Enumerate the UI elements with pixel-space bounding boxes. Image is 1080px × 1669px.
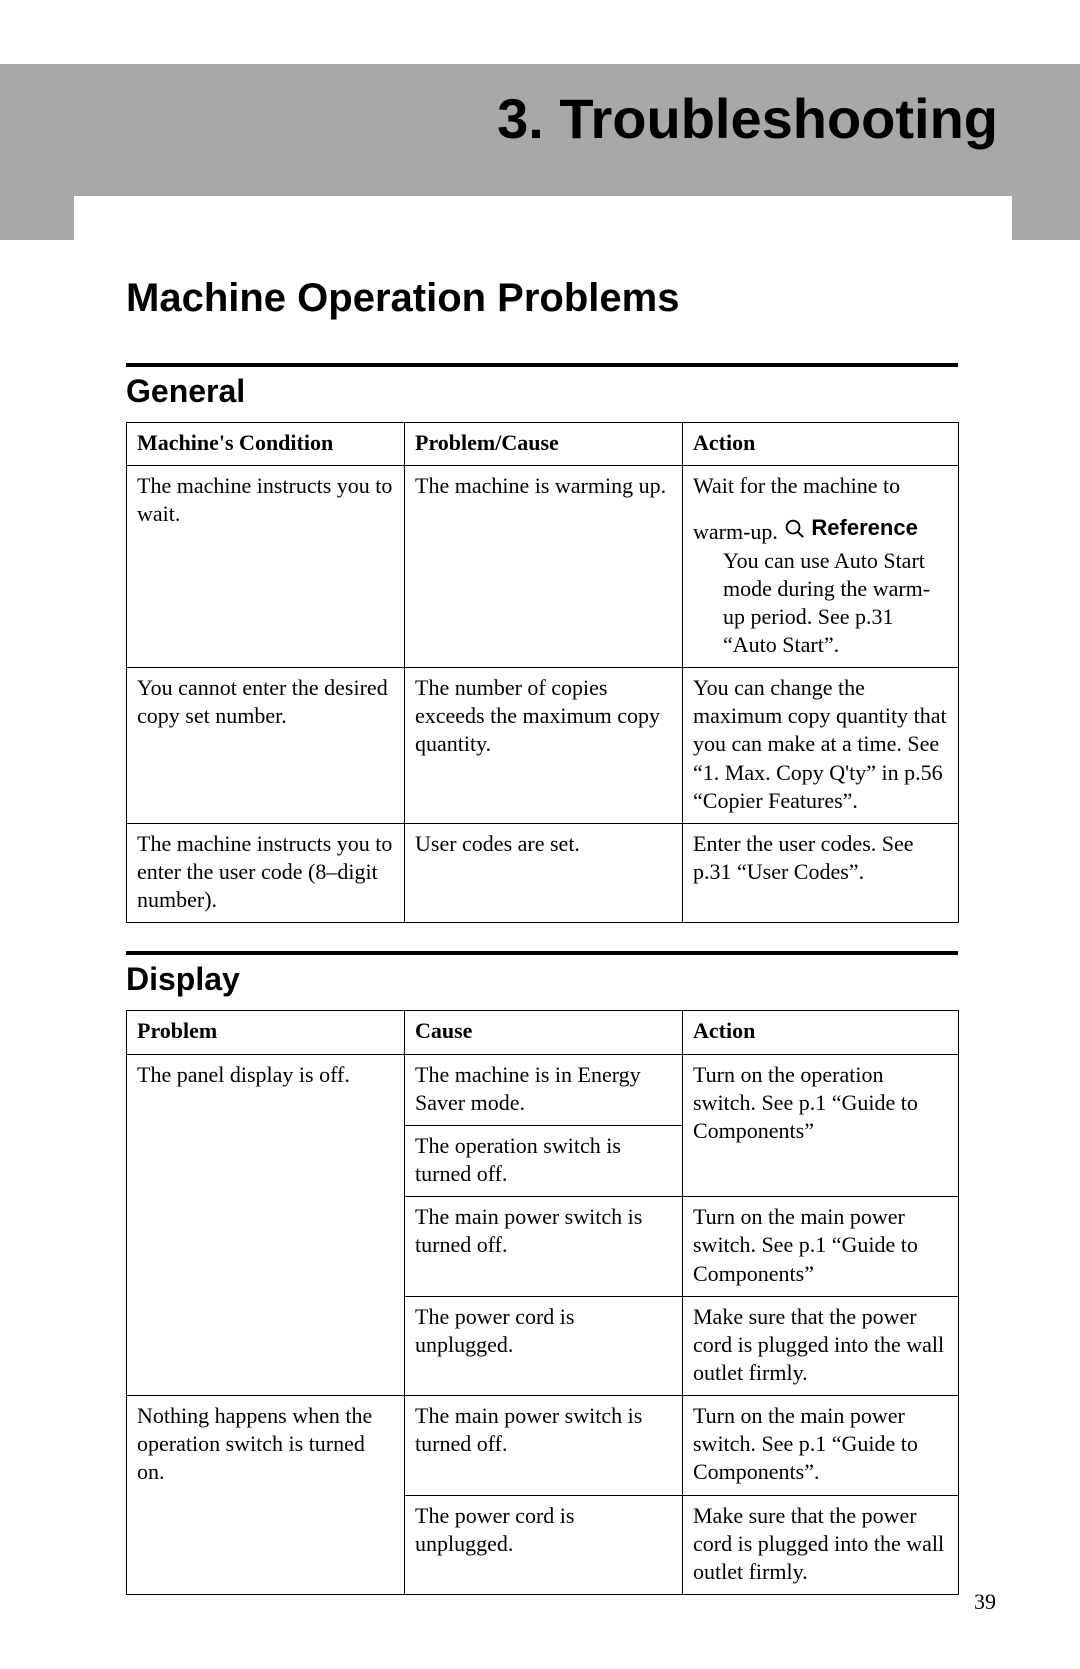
subsection-display-heading: Display xyxy=(126,961,958,998)
reference-label: Reference xyxy=(811,514,917,542)
table-row: Nothing happens when the operation switc… xyxy=(127,1396,959,1495)
cell-condition: The machine instructs you to wait. xyxy=(127,466,405,668)
cell-action: Make sure that the power cord is plugged… xyxy=(683,1495,959,1594)
cell-problem: The panel display is off. xyxy=(127,1054,405,1396)
cell-cause: The power cord is unplugged. xyxy=(405,1296,683,1395)
reference-body: You can use Auto Start mode during the w… xyxy=(723,547,948,660)
page-content: Machine Operation Problems General Machi… xyxy=(126,276,958,1595)
page-number: 39 xyxy=(974,1589,996,1615)
cell-cause: The main power switch is turned off. xyxy=(405,1197,683,1296)
spacer xyxy=(126,923,958,951)
cell-cause: The operation switch is turned off. xyxy=(405,1125,683,1196)
table-header-row: Problem Cause Action xyxy=(127,1011,959,1054)
subsection-general-heading: General xyxy=(126,373,958,410)
col-header: Machine's Condition xyxy=(127,423,405,466)
col-header: Problem xyxy=(127,1011,405,1054)
cell-action: Turn on the operation switch. See p.1 “G… xyxy=(683,1054,959,1197)
table-row: You cannot enter the desired copy set nu… xyxy=(127,668,959,824)
col-header: Problem/Cause xyxy=(405,423,683,466)
cell-action: You can change the maximum copy quantity… xyxy=(683,668,959,824)
reference-heading: Reference xyxy=(783,514,917,542)
cell-action: Wait for the machine to warm-up. Referen… xyxy=(683,466,959,668)
chapter-title: 3. Troubleshooting xyxy=(497,86,998,151)
cell-cause: The power cord is unplugged. xyxy=(405,1495,683,1594)
table-header-row: Machine's Condition Problem/Cause Action xyxy=(127,423,959,466)
col-header: Action xyxy=(683,1011,959,1054)
cell-action: Enter the user codes. See p.31 “User Cod… xyxy=(683,823,959,922)
general-table: Machine's Condition Problem/Cause Action… xyxy=(126,422,959,923)
cell-action: Turn on the main power switch. See p.1 “… xyxy=(683,1197,959,1296)
cell-action: Make sure that the power cord is plugged… xyxy=(683,1296,959,1395)
table-row: The machine instructs you to enter the u… xyxy=(127,823,959,922)
display-table: Problem Cause Action The panel display i… xyxy=(126,1010,959,1595)
cell-cause: User codes are set. xyxy=(405,823,683,922)
cell-cause: The main power switch is turned off. xyxy=(405,1396,683,1495)
section-rule xyxy=(126,363,958,367)
cell-action: Turn on the main power switch. See p.1 “… xyxy=(683,1396,959,1495)
cell-cause: The machine is in Energy Saver mode. xyxy=(405,1054,683,1125)
section-rule xyxy=(126,951,958,955)
cell-cause: The machine is warming up. xyxy=(405,466,683,668)
col-header: Cause xyxy=(405,1011,683,1054)
table-row: The machine instructs you to wait. The m… xyxy=(127,466,959,668)
reference-icon xyxy=(783,517,805,539)
cell-condition: The machine instructs you to enter the u… xyxy=(127,823,405,922)
col-header: Action xyxy=(683,423,959,466)
cell-problem: Nothing happens when the operation switc… xyxy=(127,1396,405,1595)
section-title: Machine Operation Problems xyxy=(126,276,958,321)
cell-condition: You cannot enter the desired copy set nu… xyxy=(127,668,405,824)
table-row: The panel display is off. The machine is… xyxy=(127,1054,959,1125)
cell-cause: The number of copies exceeds the maximum… xyxy=(405,668,683,824)
